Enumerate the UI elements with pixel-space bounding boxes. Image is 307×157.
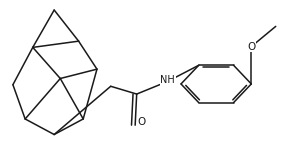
- Text: NH: NH: [161, 75, 175, 85]
- Text: O: O: [247, 42, 255, 52]
- Text: O: O: [138, 117, 146, 127]
- Text: O: O: [247, 42, 255, 52]
- Text: O: O: [138, 117, 146, 127]
- Text: NH: NH: [161, 75, 175, 85]
